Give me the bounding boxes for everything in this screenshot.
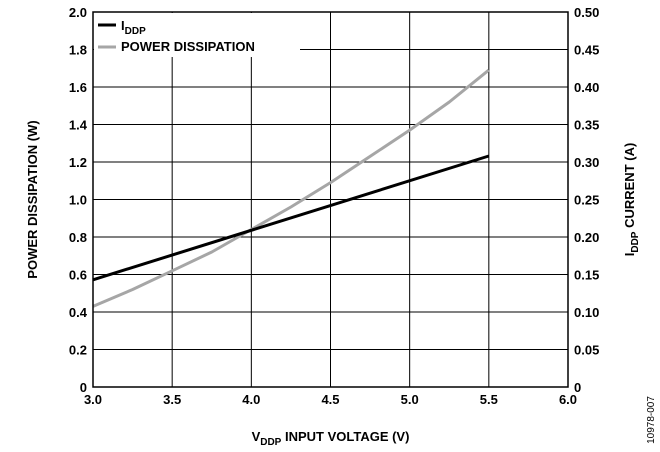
y-left-tick-label: 0.4: [69, 305, 88, 320]
y-left-tick-label: 1.0: [69, 193, 87, 208]
y-left-tick-label: 1.6: [69, 80, 87, 95]
legend: IDDP POWER DISSIPATION: [94, 13, 300, 57]
y-right-tick-label: 0.35: [574, 118, 599, 133]
y-left-tick-label: 2.0: [69, 5, 87, 20]
grid: [93, 12, 568, 387]
figure-code: 10978-007: [646, 396, 657, 444]
x-axis-title: VDDP INPUT VOLTAGE (V): [252, 429, 410, 448]
x-tick-label: 4.5: [321, 392, 339, 407]
y-left-tick-label: 1.2: [69, 155, 87, 170]
y-right-tick-label: 0.05: [574, 343, 599, 358]
x-tick-label: 6.0: [559, 392, 577, 407]
y-right-tick-label: 0.40: [574, 80, 599, 95]
y-left-tick-label: 0.8: [69, 230, 87, 245]
y-right-tick-label: 0.20: [574, 230, 599, 245]
series-line-iddp: [92, 154, 490, 282]
y-right-tick-label: 0.45: [574, 43, 599, 58]
series-line-power-dissipation: [92, 68, 490, 308]
y-right-tick-label: 0: [574, 380, 581, 395]
y-right-tick-label: 0.25: [574, 193, 599, 208]
y-left-tick-label: 0: [80, 380, 87, 395]
y-right-tick-label: 0.50: [574, 5, 599, 20]
y-left-tick-label: 0.2: [69, 343, 87, 358]
y-right-axis-title: IDDP CURRENT (A): [622, 143, 641, 257]
legend-label-power-dissipation: POWER DISSIPATION: [121, 39, 255, 54]
x-tick-label: 3.5: [163, 392, 181, 407]
y-right-tick-labels: 0 0.05 0.10 0.15 0.20 0.25 0.30 0.35 0.40 0.45 0.5…: [574, 5, 599, 395]
x-tick-labels: 3.0 3.5 4.0 4.5 5.0 5.5 6.0: [84, 392, 577, 407]
y-left-tick-labels: 0 0.2 0.4 0.6 0.8 1.0 1.2 1.4 1.6 1.8 2.0: [69, 5, 88, 395]
y-left-tick-label: 0.6: [69, 268, 87, 283]
y-left-tick-label: 1.8: [69, 43, 87, 58]
y-right-tick-label: 0.15: [574, 268, 599, 283]
x-tick-label: 5.5: [480, 392, 498, 407]
plot-frame: [92, 11, 569, 388]
y-right-tick-label: 0.30: [574, 155, 599, 170]
y-left-axis-title: POWER DISSIPATION (W): [25, 120, 40, 278]
x-tick-label: 3.0: [84, 392, 102, 407]
x-tick-label: 5.0: [401, 392, 419, 407]
legend-background: [94, 13, 300, 57]
x-tick-label: 4.0: [242, 392, 260, 407]
y-left-tick-label: 1.4: [69, 118, 88, 133]
series-layer: [92, 68, 490, 308]
legend-label-iddp: IDDP: [121, 18, 146, 37]
y-right-tick-label: 0.10: [574, 305, 599, 320]
plot-border: [92, 11, 569, 388]
